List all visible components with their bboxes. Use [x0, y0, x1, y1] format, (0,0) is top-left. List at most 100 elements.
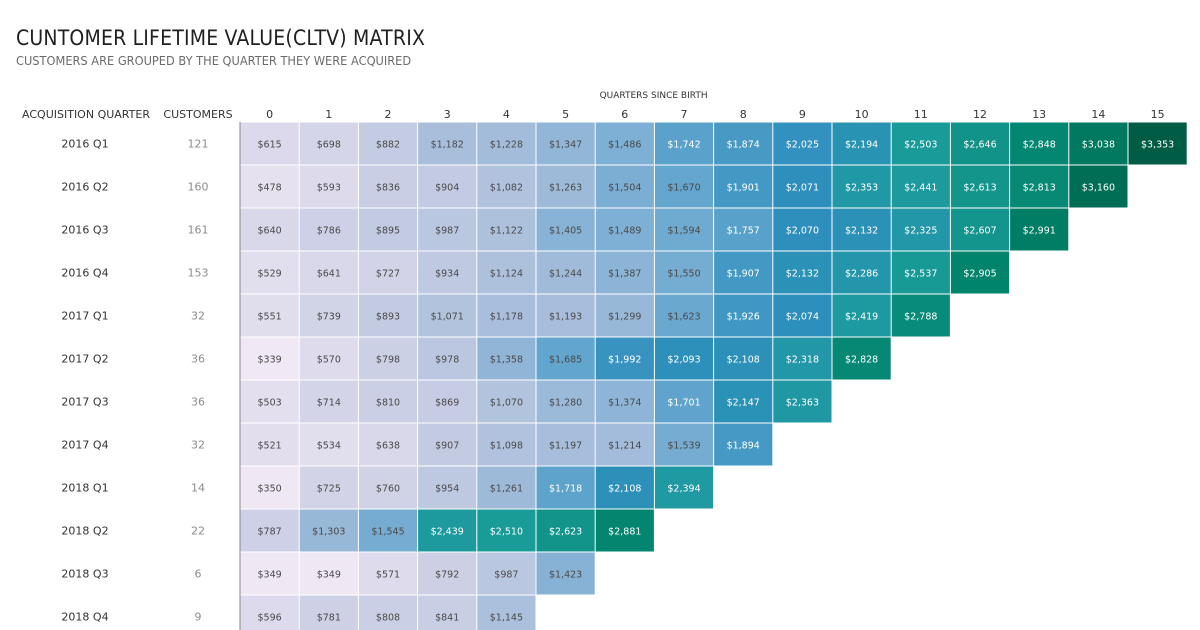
cell-value-label: $2,613: [963, 183, 996, 194]
heatmap-cell: [595, 337, 654, 380]
heatmap-cell: [536, 122, 595, 165]
cell-value-label: $904: [435, 183, 459, 194]
cell-value-label: $1,303: [312, 527, 345, 538]
heatmap-cell: [714, 294, 773, 337]
row-label: 2017 Q3: [61, 396, 108, 409]
cell-value-label: $1,193: [549, 312, 582, 323]
cell-value-label: $2,025: [786, 140, 819, 151]
cell-value-label: $836: [376, 183, 400, 194]
heatmap-cell: [891, 208, 950, 251]
heatmap-cell: [299, 466, 358, 509]
cell-value-label: $2,132: [845, 226, 878, 237]
heatmap-cell: [240, 423, 299, 466]
cell-value-label: $521: [258, 441, 282, 452]
cell-value-label: $1,539: [667, 441, 700, 452]
cell-value-label: $907: [435, 441, 459, 452]
row-label: 2016 Q4: [61, 267, 108, 280]
heatmap-cell: [358, 423, 418, 466]
cell-value-label: $954: [435, 484, 459, 495]
cell-value-label: $1,907: [727, 269, 760, 280]
cell-value-label: $2,325: [904, 226, 937, 237]
heatmap-cell: [299, 165, 358, 208]
cell-value-label: $3,038: [1082, 140, 1115, 151]
cell-value-label: $781: [317, 613, 341, 624]
heatmap-cell: [773, 294, 832, 337]
cell-value-label: $1,489: [608, 226, 641, 237]
cell-value-label: $1,594: [667, 226, 700, 237]
heatmap-cell: [714, 423, 773, 466]
cell-value-label: $534: [317, 441, 341, 452]
cell-value-label: $1,122: [490, 226, 523, 237]
heatmap-cell: [477, 251, 536, 294]
cell-value-label: $1,874: [727, 140, 760, 151]
customer-count: 32: [191, 439, 205, 452]
cell-value-label: $2,905: [963, 269, 996, 280]
customer-count: 14: [191, 482, 205, 495]
row-label: 2017 Q1: [61, 310, 108, 323]
cell-value-label: $641: [317, 269, 341, 280]
heatmap-cell: [299, 380, 358, 423]
heatmap-cell: [536, 251, 595, 294]
cell-value-label: $2,071: [786, 183, 819, 194]
cell-value-label: $1,423: [549, 570, 582, 581]
heatmap-cell: [1010, 165, 1069, 208]
cell-value-label: $2,093: [667, 355, 700, 366]
heatmap-cell: [1069, 165, 1128, 208]
column-header-13: 13: [1032, 108, 1046, 121]
heatmap-cell: [654, 294, 714, 337]
customer-count: 32: [191, 310, 205, 323]
cell-value-label: $2,318: [786, 355, 819, 366]
cell-value-label: $798: [376, 355, 400, 366]
heatmap-cell: [240, 380, 299, 423]
cell-value-label: $1,197: [549, 441, 582, 452]
heatmap-cell: [240, 595, 299, 630]
cell-value-label: $1,550: [667, 269, 700, 280]
heatmap-cell: [418, 595, 477, 630]
heatmap-cell: [536, 466, 595, 509]
cell-value-label: $2,439: [431, 527, 464, 538]
heatmap-cell: [418, 337, 477, 380]
heatmap-cell: [477, 509, 536, 552]
cell-value-label: $615: [258, 140, 282, 151]
heatmap-cell: [832, 337, 891, 380]
cell-value-label: $739: [317, 312, 341, 323]
column-header-14: 14: [1091, 108, 1105, 121]
cell-value-label: $1,623: [667, 312, 700, 323]
cell-value-label: $1,901: [727, 183, 760, 194]
heatmap-cell: [654, 380, 714, 423]
cell-value-label: $1,228: [490, 140, 523, 151]
cell-value-label: $551: [258, 312, 282, 323]
heatmap-cell: [358, 337, 418, 380]
cell-value-label: $1,374: [608, 398, 641, 409]
cell-value-label: $1,347: [549, 140, 582, 151]
heatmap-cell: [714, 380, 773, 423]
heatmap-cell: [299, 423, 358, 466]
column-header-2: 2: [385, 108, 392, 121]
heatmap-cell: [418, 380, 477, 423]
heatmap-cell: [418, 165, 477, 208]
cell-value-label: $1,082: [490, 183, 523, 194]
cell-value-label: $2,108: [608, 484, 641, 495]
cell-value-label: $1,358: [490, 355, 523, 366]
cell-value-label: $2,537: [904, 269, 937, 280]
cell-value-label: $1,263: [549, 183, 582, 194]
cell-value-label: $1,486: [608, 140, 641, 151]
cell-value-label: $2,607: [963, 226, 996, 237]
column-header-10: 10: [855, 108, 869, 121]
customer-count: 160: [188, 181, 209, 194]
column-header-6: 6: [621, 108, 628, 121]
heatmap-cell: [477, 294, 536, 337]
cell-value-label: $1,757: [727, 226, 760, 237]
cell-value-label: $1,145: [490, 613, 523, 624]
heatmap-cell: [832, 294, 891, 337]
heatmap-cell: [773, 380, 832, 423]
cell-value-label: $1,182: [431, 140, 464, 151]
column-header-3: 3: [444, 108, 451, 121]
heatmap-cell: [418, 294, 477, 337]
cell-value-label: $1,718: [549, 484, 582, 495]
cell-value-label: $727: [376, 269, 400, 280]
cell-value-label: $1,244: [549, 269, 582, 280]
heatmap-cell: [536, 337, 595, 380]
row-axis-title: ACQUISITION QUARTER: [22, 108, 150, 121]
heatmap-cell: [595, 466, 654, 509]
